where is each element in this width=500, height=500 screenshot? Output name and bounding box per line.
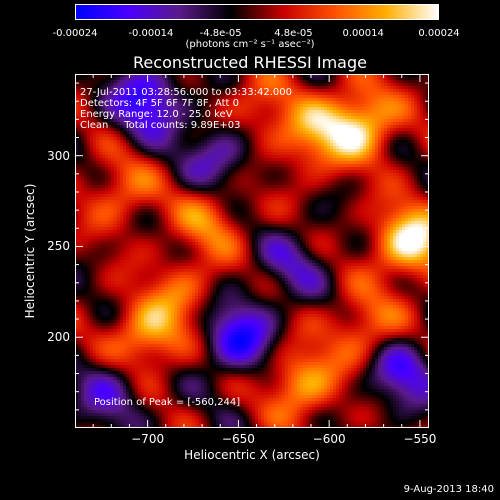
colorbar-tick-label: -0.00014 [128,28,174,39]
colorbar-units: (photons cm⁻² s⁻¹ asec⁻²) [185,39,315,50]
info-detectors: Detectors: 4F 5F 6F 7F 8F, Att 0 [80,98,240,109]
colorbar-tick-label: -4.8e-05 [199,28,242,39]
x-tick-label: −550 [403,432,437,446]
colorbar-tick-label: 4.8e-05 [274,28,313,39]
colorbar [75,4,439,20]
x-tick-label: −700 [131,432,165,446]
info-total-counts: Clean Total counts: 9.89E+03 [80,120,241,131]
colorbar-ticks: -0.00024 -0.00014 -4.8e-05 4.8e-05 0.00014 0.… [53,0,460,39]
y-tick-label: 200 [47,330,70,345]
chart-title: Reconstructed RHESSI Image [133,53,367,72]
timestamp: 9-Aug-2013 18:40 [403,484,494,495]
info-energy-range: Energy Range: 12.0 - 25.0 keV [80,109,233,120]
colorbar-tick-label: 0.00024 [418,28,460,39]
heatmap-image: 27-Jul-2011 03:28:56.000 to 03:33:42.000… [75,74,429,428]
y-axis-label: Heliocentric Y (arcsec) [23,183,37,319]
peak-position: Position of Peak = [-560,244] [94,397,241,408]
colorbar-tick-label: -0.00024 [52,28,98,39]
info-time-range: 27-Jul-2011 03:28:56.000 to 03:33:42.000 [80,87,292,98]
y-tick-label: 250 [47,239,70,254]
x-tick-label: −650 [221,432,255,446]
y-tick-label: 300 [47,148,70,163]
x-tick-label: −600 [312,432,346,446]
x-axis-label: Heliocentric X (arcsec) [184,448,320,462]
colorbar-tick-label: 0.00014 [342,28,384,39]
